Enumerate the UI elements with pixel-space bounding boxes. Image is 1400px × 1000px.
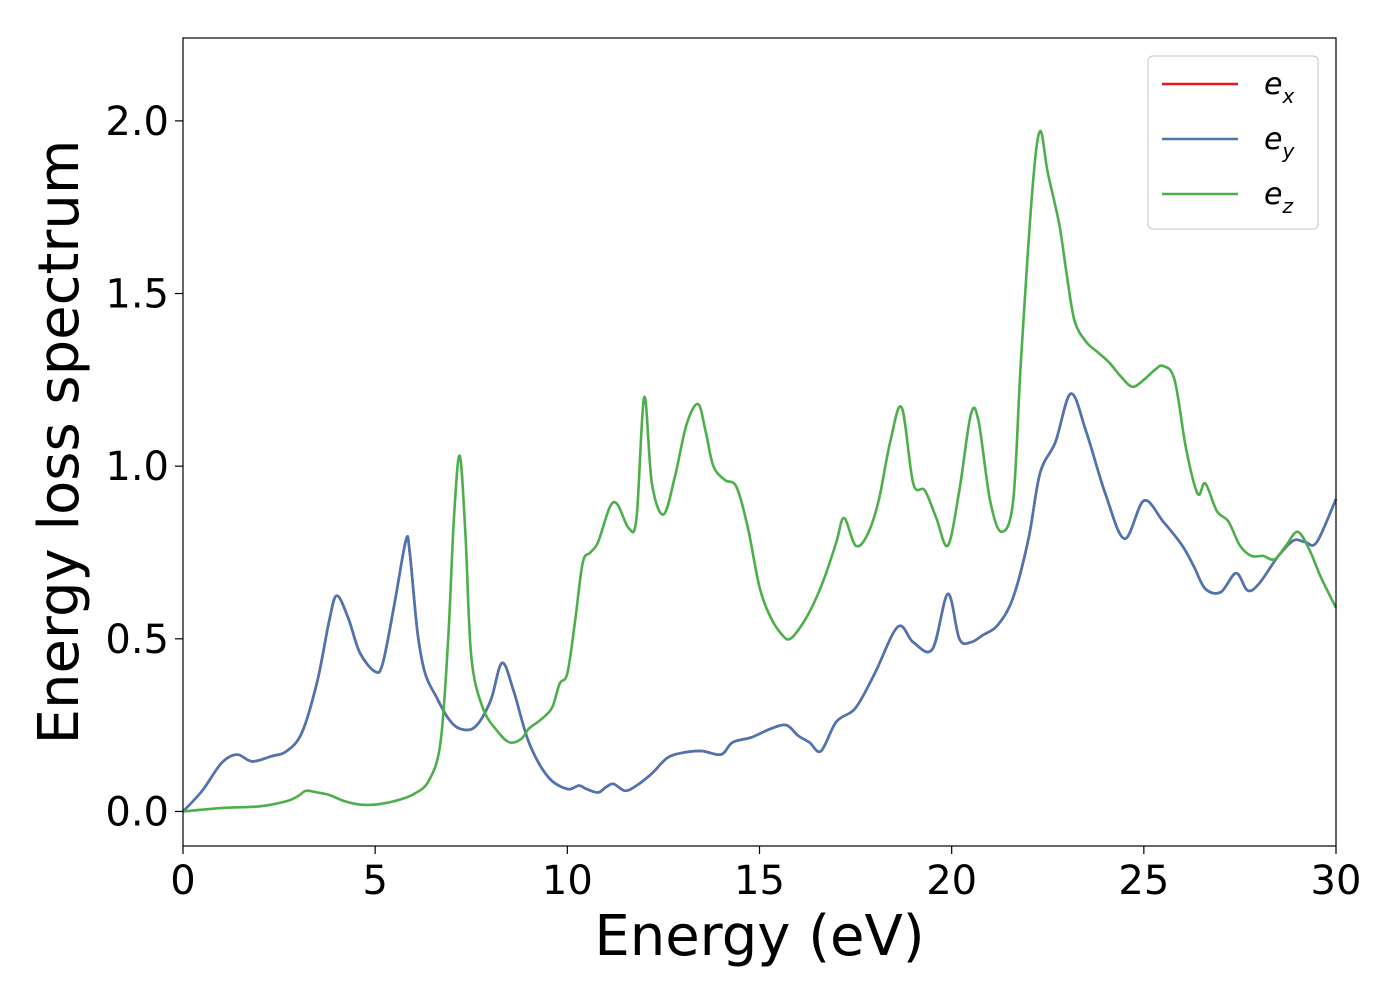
x-tick-label: 0 <box>170 858 195 904</box>
legend-box <box>1147 55 1319 230</box>
y-tick-label: 1.5 <box>105 272 169 318</box>
x-tick-label: 10 <box>542 858 593 904</box>
legend-label-subscript: y <box>1281 139 1295 163</box>
series-layer <box>182 129 1338 813</box>
y-tick-label: 0.5 <box>105 617 169 663</box>
legend-label-base: e <box>1264 177 1282 212</box>
series-line-z <box>182 129 1338 813</box>
legend-label-x: ex <box>1264 67 1294 108</box>
series-line-x <box>182 392 1338 813</box>
y-tick-label: 2.0 <box>105 99 169 145</box>
legend-label-z: ez <box>1264 177 1293 218</box>
y-axis: 0.0 0.5 1.0 1.5 2.0 <box>105 99 183 835</box>
legend-label-subscript: z <box>1281 194 1293 218</box>
legend-label-y: ey <box>1264 122 1295 163</box>
y-tick-label: 1.0 <box>105 444 169 490</box>
legend-label-base: e <box>1264 67 1282 102</box>
series-line-y <box>182 392 1338 813</box>
x-tick-label: 15 <box>734 858 785 904</box>
legend-label-base: e <box>1264 122 1282 157</box>
x-tick-label: 5 <box>362 858 387 904</box>
x-tick-label: 25 <box>1118 858 1169 904</box>
x-axis: 0 5 10 15 20 25 30 <box>170 846 1361 904</box>
y-axis-title: Energy loss spectrum <box>27 140 92 745</box>
x-tick-label: 20 <box>926 858 977 904</box>
y-tick-label: 0.0 <box>105 789 169 835</box>
x-tick-label: 30 <box>1311 858 1362 904</box>
x-axis-title: Energy (eV) <box>594 904 924 969</box>
legend-label-subscript: x <box>1281 84 1294 108</box>
